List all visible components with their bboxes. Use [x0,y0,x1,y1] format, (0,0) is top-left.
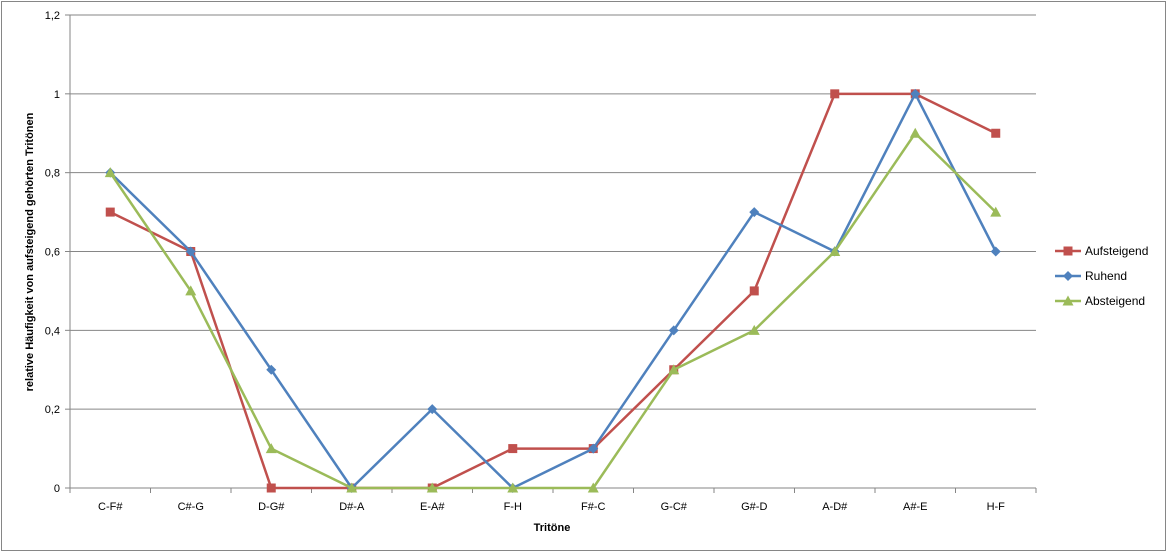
legend-item-absteigend: Absteigend [1055,294,1145,308]
x-tick-labels: C-F# C#-G D-G# D#-A E-A# F-H F#-C G-C# G#-D A-D# A… [98,501,1005,513]
legend-item-ruhend: Ruhend [1055,269,1127,283]
series-aufsteigend [105,89,1001,493]
x-tick-label: D#-A [339,501,365,513]
y-tick-labels: 0 0,2 0,4 0,6 0,8 1 1,2 [45,10,60,495]
x-tick-label: A#-E [903,501,927,513]
data-point-diamond [266,364,277,375]
y-tick-label: 1,2 [45,10,60,22]
x-tick-label: F-H [504,501,522,513]
x-tick-label: G#-D [741,501,767,513]
data-point-square [830,89,840,99]
x-tick-label: G-C# [661,501,688,513]
legend-label: Absteigend [1085,294,1145,308]
x-tick-label: F#-C [581,501,606,513]
series-line [109,92,997,490]
data-point-square [105,207,115,217]
y-axis-title: relative Häufigkeit von aufsteigend gehö… [24,112,36,391]
series-absteigend [104,127,1002,493]
data-point-triangle [426,482,438,493]
x-tick-label: A-D# [822,501,848,513]
data-point-triangle [104,167,116,178]
legend-label: Ruhend [1085,269,1127,283]
y-tick-label: 1 [54,89,60,101]
data-point-diamond [427,404,438,415]
y-tick-label: 0,4 [45,325,60,337]
x-tick-label: C#-G [178,501,204,513]
data-point-triangle [185,285,197,296]
legend-item-aufsteigend: Aufsteigend [1055,244,1148,258]
gridlines [70,14,1036,410]
data-point-square [508,444,518,454]
data-point-triangle [1062,295,1074,306]
x-tick-label: E-A# [420,501,445,513]
data-point-square [749,286,759,296]
data-point-square [991,128,1001,138]
y-tick-label: 0,6 [45,247,60,259]
data-point-triangle [668,364,680,375]
data-point-diamond [990,246,1001,257]
y-tick-label: 0,8 [45,168,60,180]
data-point-square [1063,246,1073,256]
x-axis-title: Tritöne [534,522,571,534]
data-point-diamond [1063,271,1073,281]
x-tick-label: H-F [987,501,1006,513]
data-point-diamond [588,443,599,454]
data-point-diamond [749,207,760,218]
axes [65,14,1037,493]
series-line [109,92,997,490]
x-tick-label: C-F# [98,501,123,513]
data-point-triangle [507,482,519,493]
data-point-diamond [185,246,196,257]
y-tick-label: 0,2 [45,404,60,416]
legend: Aufsteigend Ruhend Absteigend [1055,244,1148,308]
data-point-square [266,483,276,493]
data-point-triangle [748,324,760,335]
data-point-triangle [265,443,277,454]
y-tick-label: 0 [54,483,60,495]
legend-label: Aufsteigend [1085,244,1148,258]
x-tick-label: D-G# [258,501,285,513]
data-point-triangle [829,246,841,256]
data-point-diamond [910,88,921,99]
data-point-triangle [587,482,599,493]
data-point-triangle [990,206,1002,217]
data-point-triangle [909,127,921,138]
series-ruhend [105,88,1001,493]
data-point-diamond [668,325,679,336]
series [104,88,1002,493]
series-line [109,132,997,490]
data-point-triangle [346,482,358,493]
